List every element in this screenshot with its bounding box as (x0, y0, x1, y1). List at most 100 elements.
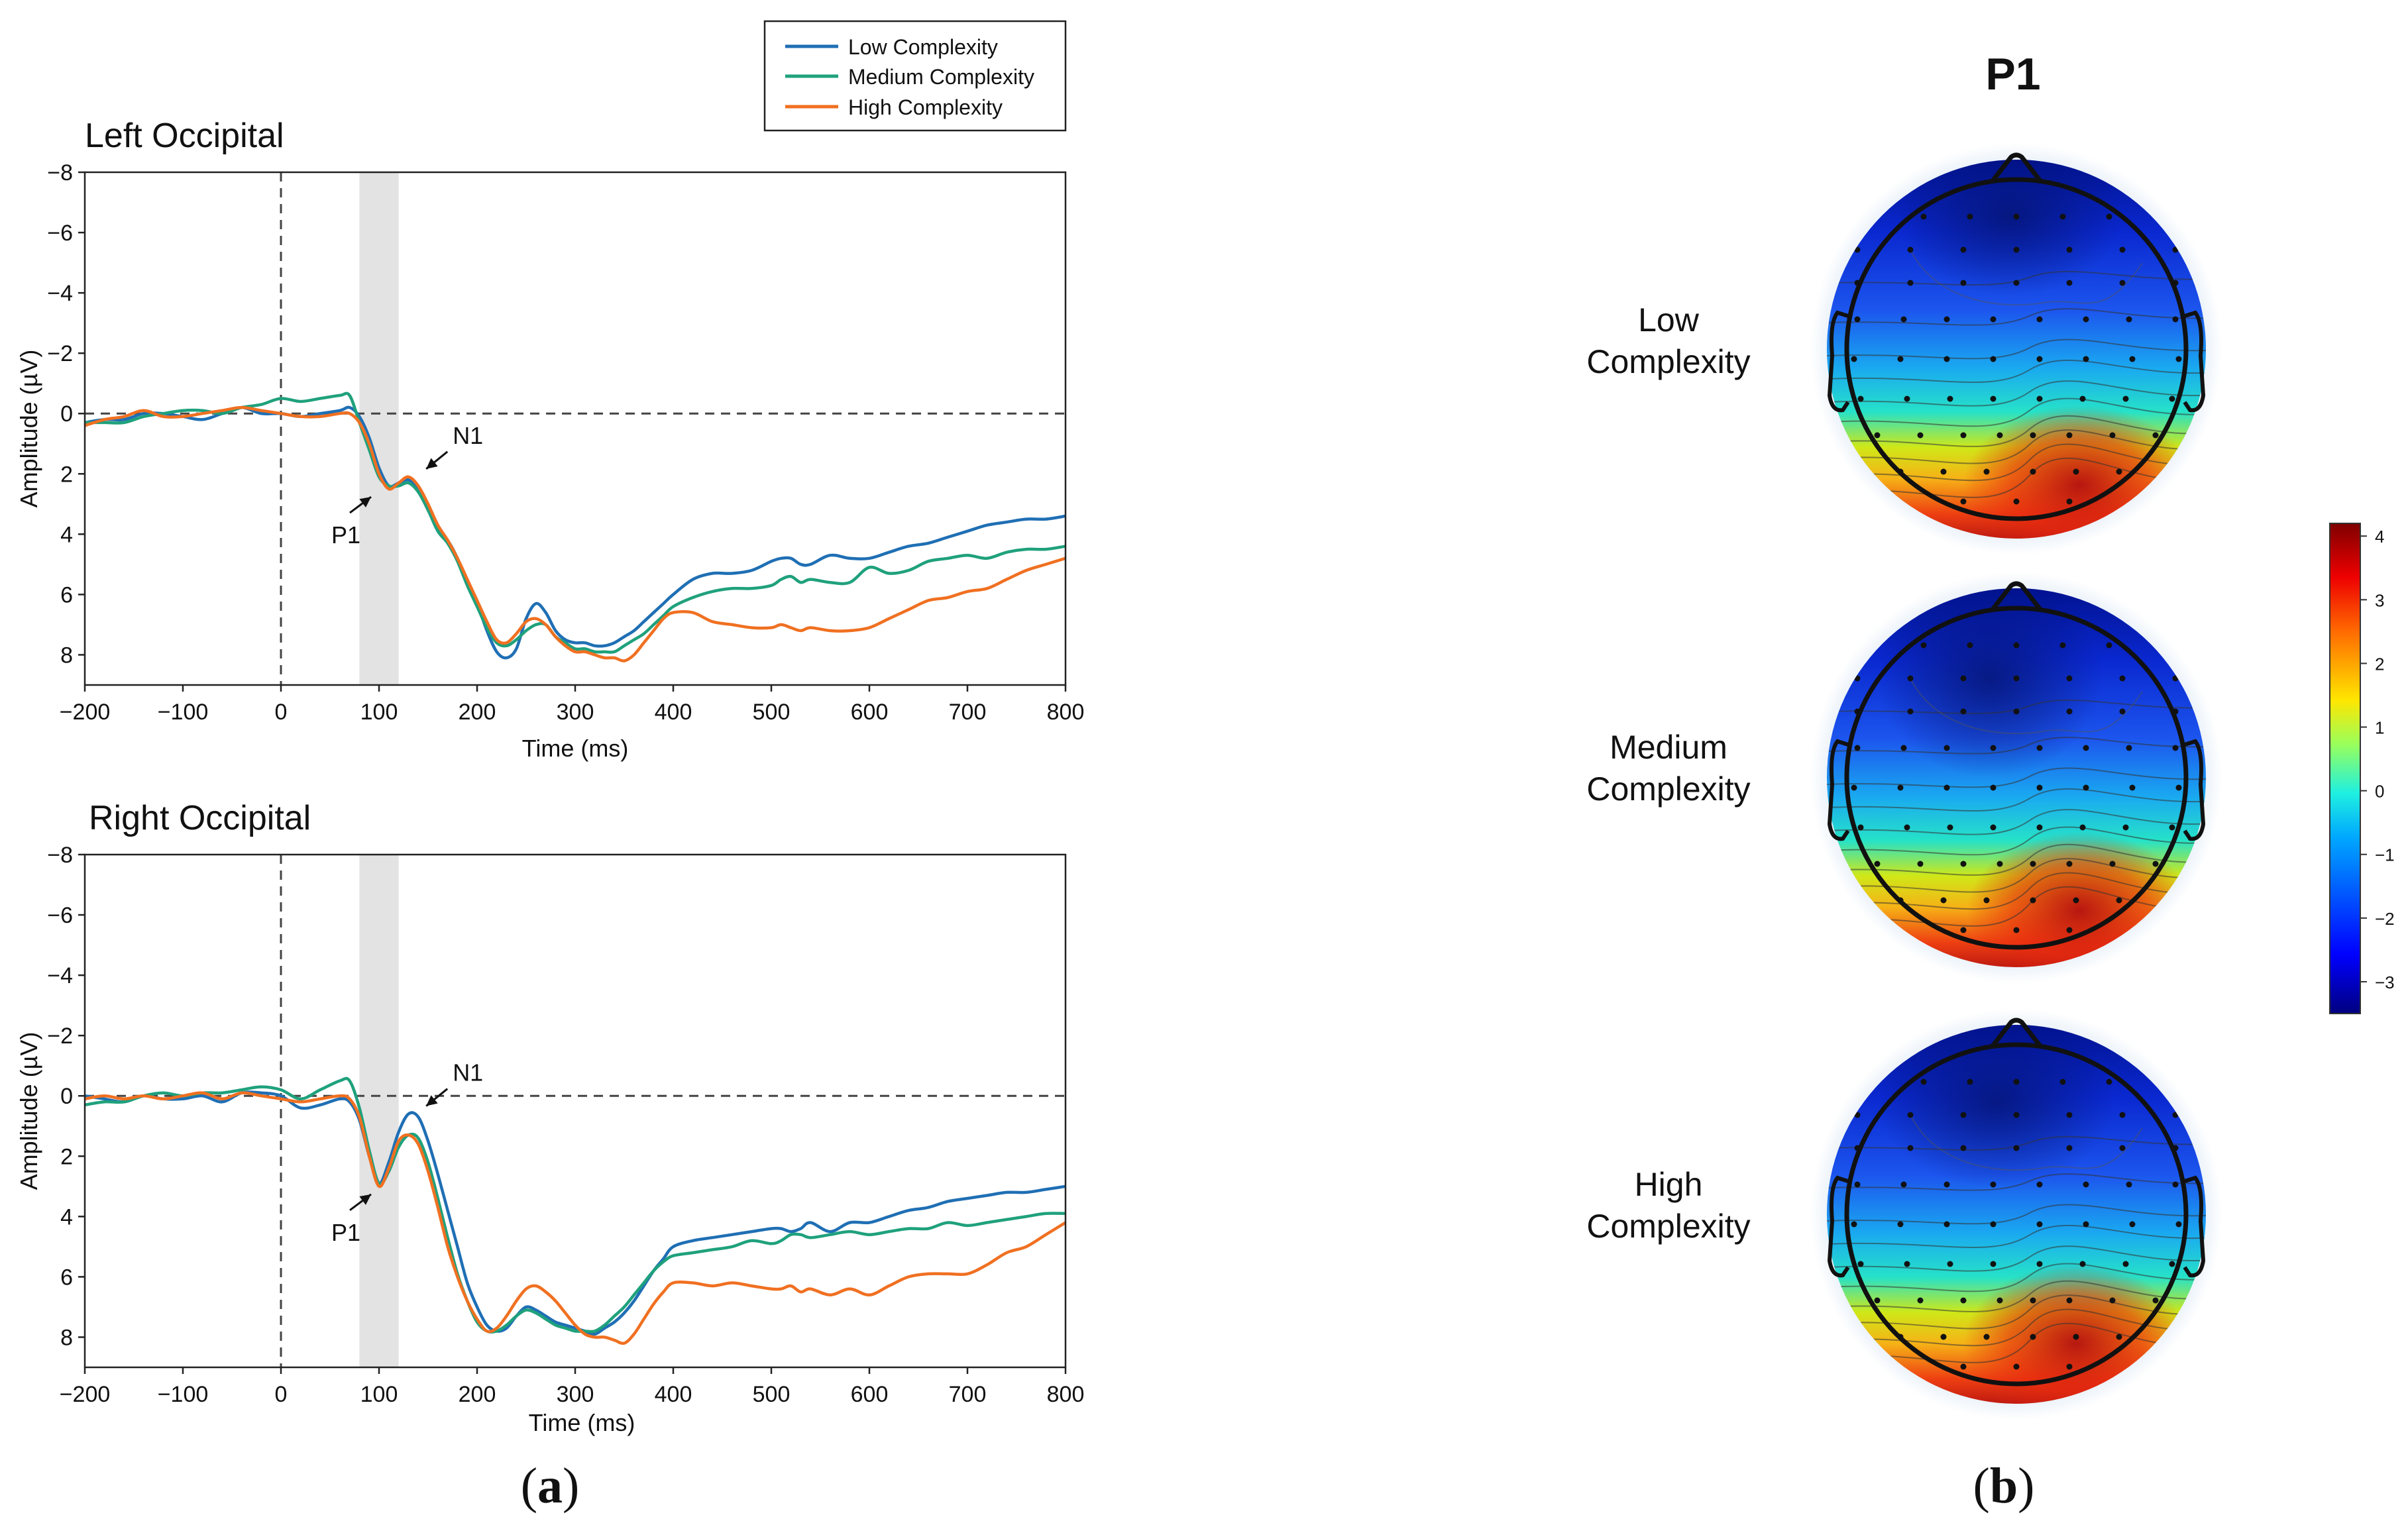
electrode-dot (2073, 1334, 2079, 1340)
topomap-medium (1810, 572, 2222, 984)
electrode-dot (1943, 316, 1950, 323)
row-label-low-line1: Low (1638, 301, 1700, 339)
annotation-arrowhead-p1 (359, 1194, 371, 1205)
colorbar-tick-label: −1 (2375, 845, 2395, 865)
left-ear-outline (1827, 310, 1850, 413)
peak-annotations: P1 N1 (331, 1059, 483, 1246)
electrode-dot (2066, 1112, 2073, 1118)
y-tick-label: 8 (60, 1325, 73, 1350)
annotation-arrowhead-n1 (426, 458, 438, 469)
contour-line (1827, 359, 2206, 383)
annotation-label-p1: P1 (331, 1219, 360, 1246)
p1-window-shade (359, 855, 399, 1367)
x-tick-label: 400 (655, 1382, 692, 1407)
topomap-low (1810, 143, 2222, 555)
electrode-dot (1904, 824, 1910, 831)
electrode-dot (1947, 824, 1953, 831)
x-tick-label: −100 (158, 700, 209, 725)
electrode-dot (2066, 861, 2073, 867)
legend-label-medium: Medium Complexity (848, 65, 1034, 89)
series-line-low (85, 405, 1066, 660)
electrode-dot (2126, 745, 2132, 751)
electrode-dot (2119, 1145, 2126, 1151)
electrode-dot (2129, 784, 2136, 791)
electrode-dot (2122, 395, 2129, 402)
electrode-dot (1997, 1297, 2003, 1304)
electrode-dot (2013, 1363, 2020, 1370)
contour-line (1827, 380, 2206, 407)
contour-line (1827, 308, 2206, 326)
electrode-dot (1943, 1181, 1950, 1188)
electrode-dot (1900, 1181, 1907, 1188)
series-group (85, 392, 1066, 662)
electrode-dot (1900, 745, 1907, 751)
electrode-dot (1874, 1297, 1881, 1304)
row-label-medium-line1: Medium (1610, 729, 1727, 766)
electrode-dot (1854, 1181, 1861, 1188)
electrode-dot (1917, 1297, 1924, 1304)
y-tick-label: −2 (47, 1024, 73, 1049)
row-label-medium: Medium Complexity (1586, 729, 1750, 808)
contour-line (1827, 1263, 2206, 1292)
electrode-dot (2030, 432, 2036, 439)
topomap-high (1810, 1008, 2222, 1420)
contour-line (1827, 826, 2206, 856)
nose-outline (1991, 152, 2042, 183)
y-tick-label: 4 (60, 522, 73, 547)
contour-line (1827, 858, 2206, 893)
x-tick-label: 500 (753, 700, 791, 725)
electrode-dot (2013, 1078, 2020, 1085)
caption-a-close: ) (563, 1458, 579, 1514)
y-tick-label: −8 (47, 160, 73, 185)
electrode-dot (1960, 708, 1967, 715)
caption-b: (b) (1973, 1458, 2035, 1514)
electrode-dot (2083, 316, 2089, 323)
electrode-dot (2106, 213, 2112, 220)
electrode-dot (1983, 468, 1990, 475)
electrode-dot (2036, 316, 2043, 323)
electrode-dot (2059, 642, 2066, 649)
electrode-dot (2036, 824, 2043, 831)
electrode-dot (1943, 745, 1950, 751)
electrode-dot (1851, 784, 1857, 791)
y-tick-label: 4 (60, 1204, 73, 1230)
x-axis-label: Time (ms) (522, 735, 629, 762)
y-tick-label: 6 (60, 582, 73, 607)
electrode-dot (2079, 824, 2086, 831)
colorbar-ticks: 4 3 2 1 0 −1 −2 −3 (2360, 527, 2395, 992)
electrode-dot (2013, 642, 2020, 649)
electrode-dot (2079, 395, 2086, 402)
electrode-dot (2129, 356, 2136, 362)
electrode-dot (2013, 1145, 2020, 1151)
electrode-dot (1900, 316, 1907, 323)
electrode-dot (1897, 356, 1904, 362)
electrode-dot (2109, 432, 2116, 439)
electrode-dot (1940, 1334, 1947, 1340)
annotation-arrowhead-n1 (426, 1095, 438, 1106)
contour-line (1910, 249, 2143, 306)
electrode-dot (2066, 1145, 2073, 1151)
row-label-high-line2: Complexity (1586, 1208, 1750, 1245)
electrode-dot (1857, 1261, 1864, 1267)
electrode-dot (1943, 356, 1950, 362)
colorbar-tick-label: 4 (2375, 527, 2384, 547)
contour-line (1827, 339, 2206, 360)
x-tick-label: 0 (275, 1382, 288, 1407)
contour-line (1827, 1280, 2206, 1312)
electrode-dot (1907, 1112, 1914, 1118)
electrode-dot (1920, 213, 1927, 220)
electrode-dot (1897, 784, 1904, 791)
electrode-dot (2059, 1078, 2066, 1085)
electrode-dot (2106, 642, 2112, 649)
contour-line (1827, 1245, 2206, 1272)
electrode-dot (1983, 1334, 1990, 1340)
electrode-dot (2152, 861, 2159, 867)
electrode-dot (2036, 395, 2043, 402)
nose-outline (1991, 581, 2042, 611)
electrode-dot (2036, 1181, 2043, 1188)
electrode-dot (2079, 1261, 2086, 1267)
electrode-dot (2119, 280, 2126, 286)
x-tick-label: −100 (158, 1382, 209, 1407)
electrode-dot (2083, 1221, 2089, 1228)
electrode-dot (2036, 356, 2043, 362)
